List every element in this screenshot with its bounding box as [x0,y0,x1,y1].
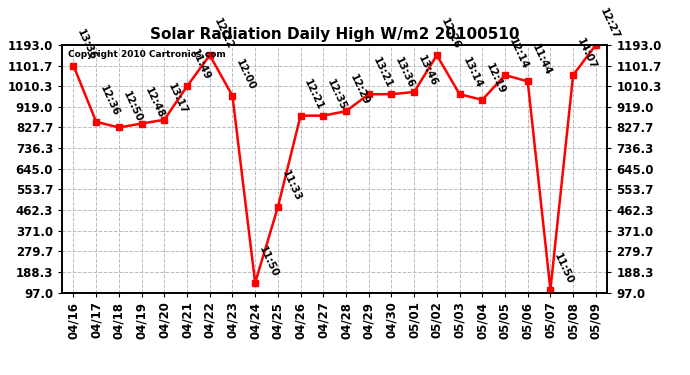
Text: 13:36: 13:36 [75,27,99,62]
Text: 12:19: 12:19 [484,62,507,96]
Text: 12:26: 12:26 [439,17,462,51]
Text: 12:21: 12:21 [302,77,326,112]
Text: 12:27: 12:27 [598,7,621,41]
Text: 12:36: 12:36 [98,84,121,118]
Text: 13:36: 13:36 [393,56,416,90]
Text: 11:49: 11:49 [189,48,212,82]
Text: 12:35: 12:35 [325,77,348,112]
Title: Solar Radiation Daily High W/m2 20100510: Solar Radiation Daily High W/m2 20100510 [150,27,520,42]
Text: 12:00: 12:00 [235,57,257,92]
Text: 13:21: 13:21 [371,56,393,90]
Text: 13:14: 13:14 [462,56,484,90]
Text: 12:22: 12:22 [212,17,235,51]
Text: 11:33: 11:33 [279,169,303,203]
Text: 12:50: 12:50 [121,89,144,123]
Text: Copyright 2010 Cartronics.com: Copyright 2010 Cartronics.com [68,50,226,59]
Text: 11:44: 11:44 [529,43,553,77]
Text: 12:29: 12:29 [348,73,371,107]
Text: 14:07: 14:07 [575,36,598,71]
Text: 11:50: 11:50 [552,251,575,285]
Text: 13:17: 13:17 [166,81,189,116]
Text: 13:46: 13:46 [416,54,439,88]
Text: 12:14: 12:14 [507,37,530,71]
Text: 12:48: 12:48 [144,85,166,120]
Text: 11:50: 11:50 [257,244,280,279]
